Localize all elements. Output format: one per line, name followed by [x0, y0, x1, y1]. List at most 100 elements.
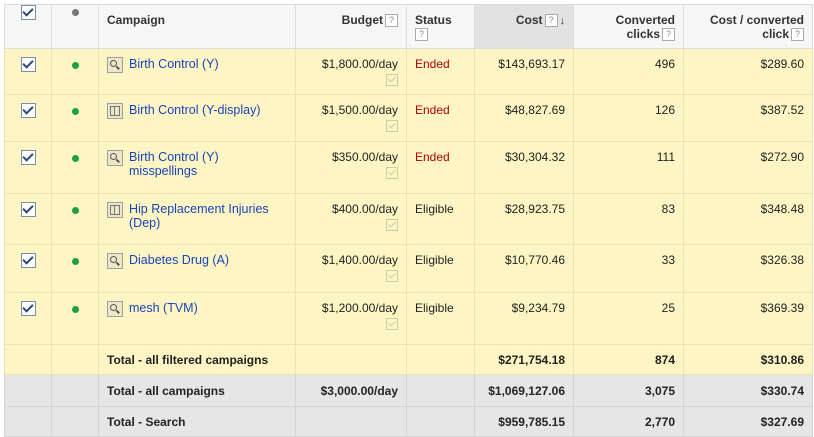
status-cell: Ended [406, 94, 475, 142]
campaign-cell: Hip Replacement Injuries (Dep) [98, 193, 296, 245]
help-icon[interactable]: ? [415, 28, 428, 42]
status-cell: Eligible [406, 292, 475, 345]
help-icon[interactable]: ? [791, 28, 804, 42]
enabled-dot-icon [71, 306, 79, 313]
cost-cell: $9,234.79 [474, 292, 574, 345]
header-row: Campaign Budget? Status? Cost? ↓ Converte… [4, 4, 813, 49]
select-all-checkbox[interactable] [20, 5, 36, 20]
column-cost-per-converted-click[interactable]: Cost / converted click? [683, 4, 813, 49]
row-status-dot-cell [51, 141, 99, 194]
edit-budget-icon[interactable] [386, 219, 398, 231]
budget-cell: $1,200.00/day [295, 292, 407, 345]
campaign-cell: Birth Control (Y) misspellings [98, 141, 296, 194]
total-all-row: Total - all campaigns $3,000.00/day $1,0… [4, 374, 813, 407]
campaign-link[interactable]: Birth Control (Y) misspellings [129, 150, 219, 178]
converted-clicks-cell: 126 [573, 94, 684, 142]
column-cost[interactable]: Cost? ↓ [474, 4, 574, 49]
converted-clicks-cell: 33 [573, 244, 684, 293]
cost-cell: $48,827.69 [474, 94, 574, 142]
status-value: Ended [415, 103, 450, 117]
row-checkbox[interactable] [20, 253, 36, 268]
total-budget: $3,000.00/day [295, 374, 407, 407]
status-cell: Ended [406, 141, 475, 194]
search-icon [107, 57, 123, 73]
status-cell: Eligible [406, 244, 475, 293]
row-checkbox[interactable] [20, 150, 36, 165]
cost-cell: $143,693.17 [474, 48, 574, 95]
total-cost-per-converted-click: $327.69 [683, 406, 813, 437]
table-row: Hip Replacement Injuries (Dep) $400.00/da… [4, 193, 813, 245]
campaign-cell: Birth Control (Y-display) [98, 94, 296, 142]
status-dot-header[interactable] [51, 4, 99, 49]
campaign-cell: Birth Control (Y) [98, 48, 296, 95]
row-select-cell[interactable] [4, 141, 52, 194]
budget-value: $400.00/day [331, 202, 398, 216]
cost-cell: $10,770.46 [474, 244, 574, 293]
table-row: mesh (TVM) $1,200.00/day Eligible $9,234.79… [4, 292, 813, 345]
total-converted-clicks: 3,075 [573, 374, 684, 407]
total-label: Total - all campaigns [98, 374, 296, 407]
budget-value: $350.00/day [331, 150, 398, 164]
status-value: Eligible [415, 301, 454, 315]
converted-clicks-cell: 25 [573, 292, 684, 345]
budget-value: $1,400.00/day [321, 253, 398, 267]
row-status-dot-cell [51, 244, 99, 293]
row-checkbox[interactable] [20, 301, 36, 316]
converted-clicks-cell: 83 [573, 193, 684, 245]
table-row: Birth Control (Y) $1,800.00/day Ended $143,… [4, 48, 813, 95]
row-checkbox[interactable] [20, 202, 36, 217]
budget-value: $1,500.00/day [321, 103, 398, 117]
status-dot-icon [71, 9, 79, 16]
row-select-cell[interactable] [4, 244, 52, 293]
edit-budget-icon[interactable] [386, 270, 398, 282]
column-converted-clicks[interactable]: Converted clicks? [573, 4, 684, 49]
row-select-cell[interactable] [4, 193, 52, 245]
column-budget-label: Budget [341, 13, 383, 27]
row-select-cell[interactable] [4, 292, 52, 345]
status-cell: Ended [406, 48, 475, 95]
column-cost-label: Cost [515, 13, 543, 27]
row-checkbox[interactable] [20, 57, 36, 72]
search-icon [107, 301, 123, 317]
total-label: Total - Search [98, 406, 296, 437]
cost-cell: $30,304.32 [474, 141, 574, 194]
help-icon[interactable]: ? [544, 14, 558, 28]
row-select-cell[interactable] [4, 48, 52, 95]
column-budget[interactable]: Budget? [295, 4, 407, 49]
campaign-cell: Diabetes Drug (A) [98, 244, 296, 293]
campaign-link[interactable]: Diabetes Drug (A) [129, 253, 230, 267]
row-status-dot-cell [51, 94, 99, 142]
campaign-link[interactable]: mesh (TVM) [129, 301, 198, 315]
budget-cell: $1,500.00/day [295, 94, 407, 142]
status-value: Eligible [415, 253, 454, 267]
row-select-cell[interactable] [4, 94, 52, 142]
edit-budget-icon[interactable] [386, 120, 398, 132]
edit-budget-icon[interactable] [386, 318, 398, 330]
campaign-link[interactable]: Hip Replacement Injuries (Dep) [129, 202, 269, 230]
table-row: Birth Control (Y-display) $1,500.00/day En… [4, 94, 813, 142]
total-cost: $1,069,127.06 [474, 374, 574, 407]
enabled-dot-icon [71, 155, 79, 162]
total-converted-clicks: 874 [573, 344, 684, 375]
cost-per-converted-click-cell: $348.48 [683, 193, 813, 245]
column-status[interactable]: Status? [406, 4, 475, 49]
total-search-row: Total - Search $959,785.15 2,770 $327.69 [4, 406, 813, 437]
help-icon[interactable]: ? [385, 14, 398, 28]
column-campaign[interactable]: Campaign [98, 4, 296, 49]
total-budget [295, 406, 407, 437]
campaign-link[interactable]: Birth Control (Y-display) [129, 103, 261, 117]
cost-per-converted-click-cell: $272.90 [683, 141, 813, 194]
total-cost: $271,754.18 [474, 344, 574, 375]
select-all-header[interactable] [4, 4, 52, 49]
edit-budget-icon[interactable] [386, 167, 398, 179]
enabled-dot-icon [71, 62, 79, 69]
row-checkbox[interactable] [20, 103, 36, 118]
total-cost-per-converted-click: $310.86 [683, 344, 813, 375]
total-budget [295, 344, 407, 375]
edit-budget-icon[interactable] [386, 74, 398, 86]
campaign-link[interactable]: Birth Control (Y) [129, 57, 219, 71]
help-icon[interactable]: ? [662, 28, 675, 42]
row-status-dot-cell [51, 193, 99, 245]
search-icon [107, 150, 123, 166]
total-label: Total - all filtered campaigns [98, 344, 296, 375]
